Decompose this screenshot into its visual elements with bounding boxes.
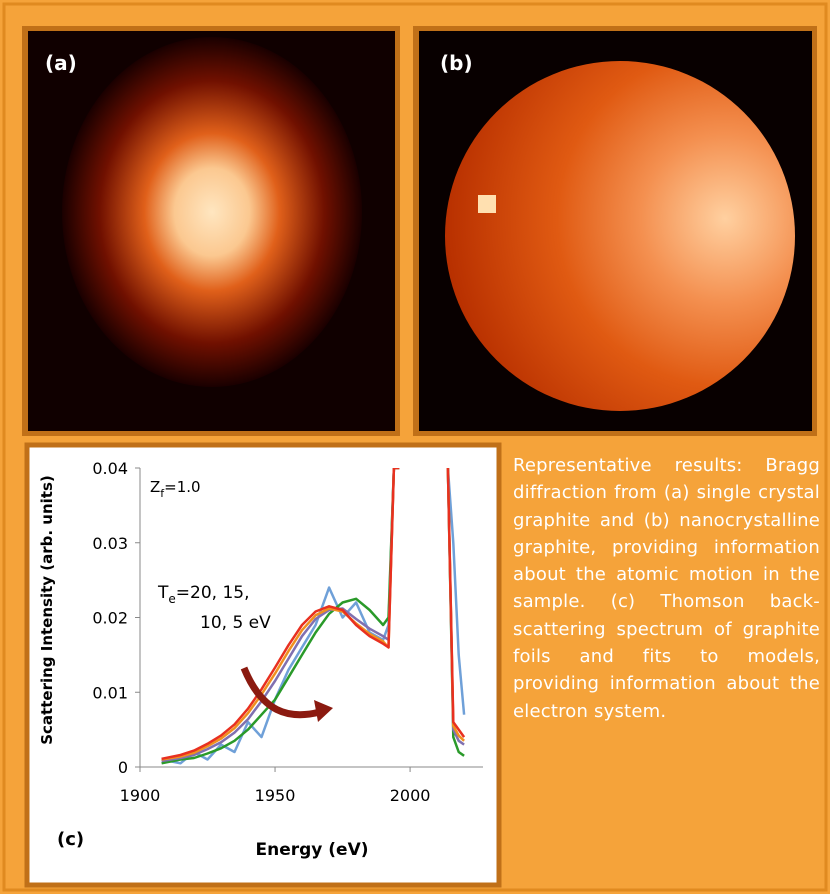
y-tick-label: 0.04 <box>92 459 128 478</box>
y-tick-label: 0.02 <box>92 609 128 628</box>
beam-block <box>478 195 496 213</box>
annotation-text: Z <box>150 478 160 496</box>
y-tick-label: 0.03 <box>92 534 128 553</box>
y-tick-label: 0.01 <box>92 683 128 702</box>
x-tick-label: 2000 <box>390 786 431 805</box>
y-tick-label: 0 <box>118 758 128 777</box>
panel-label: (b) <box>440 51 473 75</box>
annotation-text: =1.0 <box>164 478 200 496</box>
panel-label: (c) <box>57 829 84 850</box>
x-tick-label: 1900 <box>120 786 161 805</box>
y-axis-label: Scattering Intensity (arb. units) <box>38 475 56 745</box>
panel-c <box>27 445 499 885</box>
panel-label: (a) <box>45 51 77 75</box>
x-tick-label: 1950 <box>255 786 296 805</box>
x-axis-label: Energy (eV) <box>255 840 368 860</box>
diffraction-spot <box>62 37 362 387</box>
annotation-text: e <box>168 592 175 606</box>
caption: Representative results: Bragg diffractio… <box>513 452 820 725</box>
annotation: 10, 5 eV <box>200 613 271 633</box>
figure: (a) (b) (c) Energy (eV) Scattering Inten… <box>0 0 830 894</box>
annotation-text: T <box>157 583 169 603</box>
page: (a) (b) (c) Energy (eV) Scattering Inten… <box>0 0 830 894</box>
diffraction-disc <box>445 61 795 411</box>
annotation-text: =20, 15, <box>176 583 250 603</box>
